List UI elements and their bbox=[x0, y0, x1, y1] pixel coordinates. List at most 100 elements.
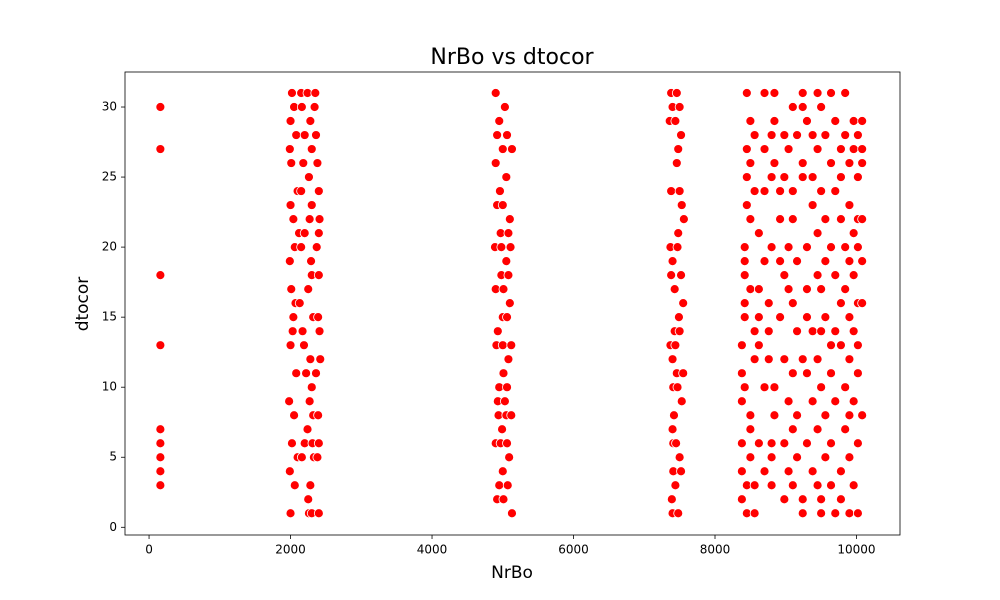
x-tick-label: 10000 bbox=[837, 543, 875, 557]
point bbox=[759, 382, 770, 393]
point bbox=[673, 508, 684, 519]
point bbox=[812, 228, 823, 239]
point bbox=[753, 312, 764, 323]
point bbox=[769, 116, 780, 126]
y-tick-label: 15 bbox=[102, 310, 117, 324]
point bbox=[816, 382, 827, 393]
point bbox=[848, 480, 859, 491]
point bbox=[857, 116, 868, 126]
point bbox=[297, 326, 308, 337]
point bbox=[844, 312, 855, 323]
point bbox=[291, 368, 302, 379]
point bbox=[155, 270, 166, 281]
point bbox=[294, 298, 305, 309]
point bbox=[840, 242, 851, 253]
point bbox=[857, 298, 868, 309]
point bbox=[766, 480, 777, 491]
point bbox=[671, 88, 682, 98]
point bbox=[775, 186, 785, 196]
y-tick-label: 5 bbox=[109, 450, 117, 464]
point bbox=[498, 368, 509, 379]
point bbox=[836, 144, 846, 154]
point bbox=[787, 102, 798, 112]
point bbox=[313, 410, 324, 421]
point bbox=[763, 354, 774, 365]
point bbox=[802, 116, 812, 126]
point bbox=[505, 242, 516, 253]
point bbox=[287, 326, 298, 337]
x-tick-label: 8000 bbox=[700, 543, 731, 557]
point bbox=[674, 312, 684, 323]
point bbox=[736, 494, 747, 505]
point bbox=[312, 158, 323, 168]
point bbox=[857, 144, 868, 154]
point bbox=[673, 144, 684, 154]
point bbox=[497, 144, 508, 154]
point bbox=[676, 270, 686, 281]
point bbox=[670, 340, 681, 351]
point bbox=[759, 186, 770, 196]
point bbox=[820, 410, 831, 421]
point bbox=[285, 508, 296, 519]
point bbox=[779, 354, 790, 365]
point bbox=[311, 130, 321, 140]
point bbox=[848, 396, 859, 407]
point bbox=[848, 116, 859, 126]
point bbox=[291, 130, 302, 140]
point bbox=[797, 88, 808, 98]
point bbox=[840, 382, 851, 393]
point bbox=[492, 326, 503, 337]
point bbox=[739, 382, 750, 393]
point bbox=[812, 480, 823, 491]
point bbox=[504, 214, 515, 224]
point bbox=[816, 326, 827, 337]
point bbox=[314, 326, 325, 337]
point bbox=[802, 312, 812, 323]
point bbox=[504, 298, 515, 309]
point bbox=[807, 200, 818, 210]
point bbox=[492, 130, 503, 140]
point bbox=[759, 466, 770, 477]
point bbox=[844, 452, 855, 463]
chart-title: NrBo vs dtocor bbox=[430, 45, 594, 70]
point bbox=[826, 158, 836, 168]
point bbox=[816, 494, 827, 505]
point bbox=[287, 438, 297, 449]
point bbox=[296, 242, 307, 253]
point bbox=[753, 284, 764, 295]
point bbox=[741, 172, 752, 182]
point bbox=[299, 228, 310, 239]
y-tick-label: 20 bbox=[102, 240, 117, 254]
point bbox=[155, 340, 166, 351]
point bbox=[311, 242, 322, 253]
point bbox=[501, 172, 512, 182]
point bbox=[739, 312, 750, 323]
point bbox=[676, 466, 686, 477]
point bbox=[667, 354, 678, 365]
point bbox=[830, 396, 841, 407]
point bbox=[296, 186, 307, 196]
point bbox=[305, 116, 316, 126]
point bbox=[787, 298, 798, 309]
point bbox=[769, 88, 780, 98]
point bbox=[857, 214, 868, 224]
point bbox=[673, 228, 684, 239]
point bbox=[498, 284, 509, 295]
point bbox=[816, 508, 827, 519]
point bbox=[807, 172, 818, 182]
y-axis-label: dtocor bbox=[73, 277, 93, 332]
point bbox=[769, 410, 780, 421]
point bbox=[816, 102, 827, 112]
point bbox=[155, 144, 166, 154]
point bbox=[787, 214, 798, 224]
point bbox=[284, 396, 295, 407]
point bbox=[284, 144, 295, 154]
point bbox=[826, 438, 836, 449]
point bbox=[797, 494, 808, 505]
point bbox=[313, 228, 324, 239]
point bbox=[306, 144, 317, 154]
x-tick-label: 4000 bbox=[417, 543, 448, 557]
point bbox=[787, 368, 798, 379]
point bbox=[285, 200, 296, 210]
point bbox=[820, 256, 831, 267]
